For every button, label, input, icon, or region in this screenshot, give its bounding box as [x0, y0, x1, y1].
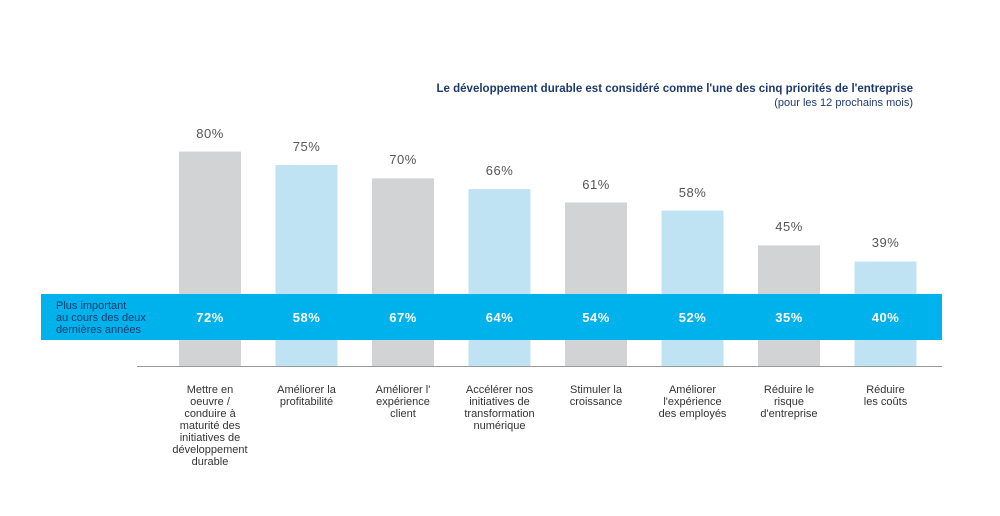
- bar-value-label: 75%: [292, 139, 321, 154]
- category-label-line: Améliorer: [668, 384, 717, 396]
- highlight-band: [41, 294, 942, 340]
- bar-value-label: 45%: [775, 219, 803, 235]
- category-label: Améliorer l' expérience client: [353, 384, 453, 420]
- band-value-label: 35%: [775, 310, 803, 325]
- category-label-line: Accélérer nos: [465, 384, 534, 396]
- category-label: Réduire les coûts: [836, 384, 936, 408]
- category-label-line: oeuvre /: [190, 396, 230, 408]
- category-label: Accélérer nos initiatives de transformatio…: [450, 384, 550, 432]
- category-label: Réduire le risque d'entreprise: [739, 384, 839, 420]
- bar-value-label: 39%: [871, 235, 900, 251]
- category-label-line: des employés: [658, 408, 727, 420]
- band-value-label: 72%: [196, 310, 224, 325]
- category-label: Améliorer la profitabilité: [257, 384, 357, 408]
- band-value-label: 64%: [485, 310, 514, 325]
- category-label-line: l'expérience: [663, 396, 722, 408]
- category-label-line: initiatives de: [179, 432, 241, 444]
- category-label-line: Réduire: [866, 384, 905, 396]
- category-label-line: risque: [774, 396, 804, 408]
- category-label-line: durable: [191, 456, 229, 468]
- bar: [565, 202, 627, 366]
- category-label-line: Améliorer l': [375, 384, 431, 396]
- category-label-line: développement: [172, 444, 248, 456]
- band-label-line: Plus important: [56, 300, 127, 312]
- band-value-label: 58%: [292, 310, 321, 325]
- category-label: Stimuler la croissance: [546, 384, 646, 408]
- category-label-line: expérience: [376, 396, 430, 408]
- category-label-line: maturité des: [179, 420, 241, 432]
- band-value-label: 67%: [389, 310, 417, 325]
- category-label-line: Améliorer la: [277, 384, 336, 396]
- category-label-line: croissance: [569, 396, 623, 408]
- category-label-line: transformation: [464, 408, 535, 420]
- band-label-line: dernières années: [56, 324, 142, 336]
- bar-value-label: 66%: [485, 163, 514, 179]
- category-label-line: profitabilité: [279, 396, 334, 408]
- band-label: Plus important au cours des deux dernièr…: [56, 300, 176, 336]
- band-label-line: au cours des deux: [56, 312, 146, 324]
- category-label-line: Réduire le: [763, 384, 815, 396]
- category-label-line: Mettre en: [186, 384, 234, 396]
- category-label: Mettre en oeuvre / conduire à maturité des i…: [160, 384, 260, 468]
- category-label: Améliorer l'expérience des employés: [643, 384, 743, 420]
- chart-subtitle: (pour les 12 prochains mois): [774, 97, 913, 109]
- band-value-label: 40%: [871, 310, 900, 325]
- category-label-line: conduire à: [184, 408, 236, 420]
- band-value-label: 52%: [678, 310, 707, 325]
- chart-title: Le développement durable est considéré c…: [436, 83, 913, 95]
- category-label-line: les coûts: [863, 396, 908, 408]
- category-label-line: client: [390, 408, 416, 420]
- bar-value-label: 70%: [389, 152, 417, 168]
- bar-value-label: 80%: [196, 125, 224, 141]
- category-label-line: numérique: [473, 420, 526, 432]
- bar-value-label: 61%: [582, 176, 610, 192]
- category-label-line: Stimuler la: [570, 384, 622, 396]
- bar-value-label: 58%: [678, 184, 707, 200]
- category-label-line: d'entreprise: [760, 408, 818, 420]
- band-value-label: 54%: [582, 310, 610, 325]
- bar: [661, 210, 724, 366]
- category-label-line: initiatives de: [469, 396, 530, 408]
